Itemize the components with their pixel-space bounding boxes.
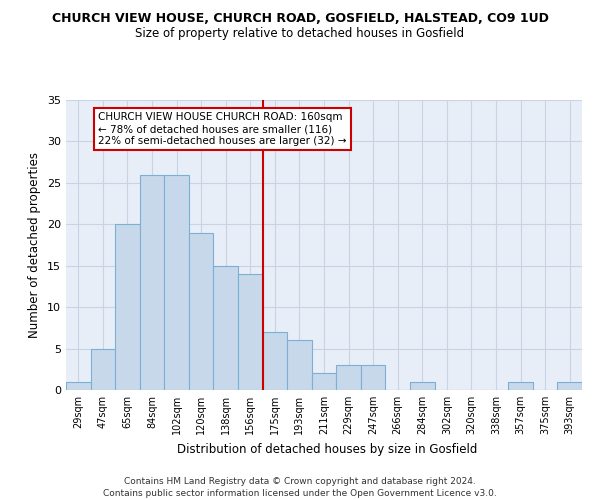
Bar bbox=[312, 374, 336, 390]
Y-axis label: Number of detached properties: Number of detached properties bbox=[28, 152, 41, 338]
Bar bbox=[140, 174, 164, 390]
Bar bbox=[263, 332, 287, 390]
Text: Contains public sector information licensed under the Open Government Licence v3: Contains public sector information licen… bbox=[103, 489, 497, 498]
Bar bbox=[410, 382, 434, 390]
Bar bbox=[287, 340, 312, 390]
Bar bbox=[214, 266, 238, 390]
Text: CHURCH VIEW HOUSE CHURCH ROAD: 160sqm
← 78% of detached houses are smaller (116): CHURCH VIEW HOUSE CHURCH ROAD: 160sqm ← … bbox=[98, 112, 346, 146]
Bar bbox=[115, 224, 140, 390]
Bar bbox=[557, 382, 582, 390]
Text: Distribution of detached houses by size in Gosfield: Distribution of detached houses by size … bbox=[177, 442, 477, 456]
Text: CHURCH VIEW HOUSE, CHURCH ROAD, GOSFIELD, HALSTEAD, CO9 1UD: CHURCH VIEW HOUSE, CHURCH ROAD, GOSFIELD… bbox=[52, 12, 548, 26]
Bar bbox=[361, 365, 385, 390]
Bar bbox=[66, 382, 91, 390]
Text: Contains HM Land Registry data © Crown copyright and database right 2024.: Contains HM Land Registry data © Crown c… bbox=[124, 478, 476, 486]
Bar bbox=[508, 382, 533, 390]
Bar bbox=[238, 274, 263, 390]
Bar bbox=[91, 348, 115, 390]
Bar bbox=[189, 232, 214, 390]
Bar bbox=[336, 365, 361, 390]
Text: Size of property relative to detached houses in Gosfield: Size of property relative to detached ho… bbox=[136, 28, 464, 40]
Bar bbox=[164, 174, 189, 390]
